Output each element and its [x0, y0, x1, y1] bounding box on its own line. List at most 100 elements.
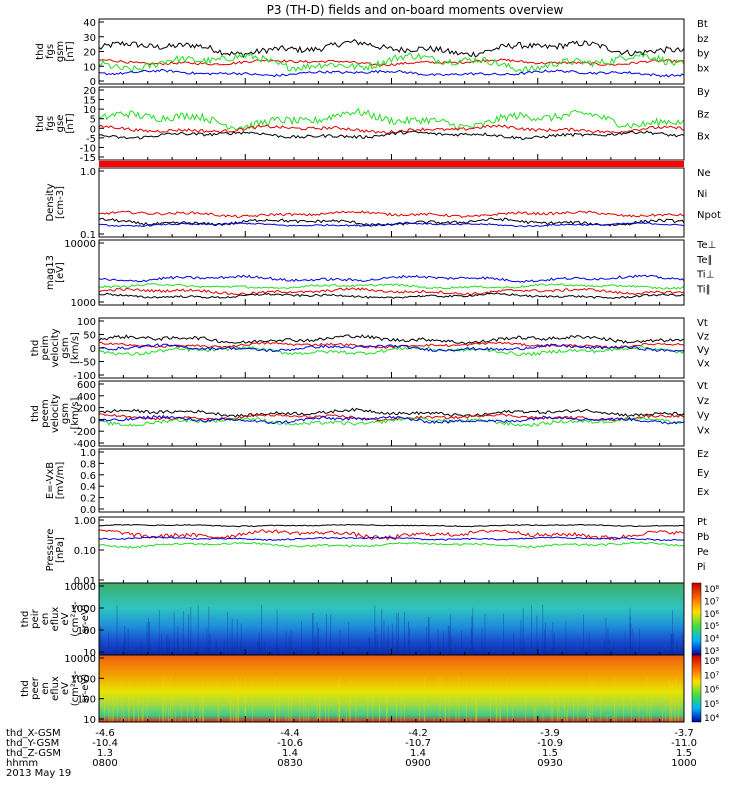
x-row-label: thd_Y-GSM: [6, 738, 59, 749]
colorbar-label: 10³: [704, 647, 719, 657]
y-tick-label: 1.0: [80, 448, 96, 459]
series-line-Ti∥: [98, 283, 685, 290]
y-axis-label: [cm-3]: [55, 186, 66, 219]
y-tick-label: 0: [90, 415, 96, 426]
y-tick-label: 20: [83, 48, 96, 59]
separator-bar: [99, 161, 684, 167]
legend-Bt: Bt: [697, 19, 708, 30]
x-row-value: -4.6: [95, 728, 115, 739]
y-axis-label: Density: [45, 183, 56, 221]
y-axis-label: (cm²-s-: [70, 670, 81, 706]
y-axis-label: thd: [20, 611, 31, 628]
legend-bz: bz: [697, 34, 709, 45]
colorbar: [691, 654, 702, 723]
x-row-value: -11.0: [671, 738, 697, 749]
spectrogram: [99, 655, 684, 722]
y-tick-label: 0.8: [80, 459, 96, 470]
y-axis-label: eflux: [50, 676, 61, 701]
colorbar-label: 10⁸: [704, 657, 719, 667]
y-tick-label: 10000: [64, 582, 96, 593]
series-line-Bt: [98, 38, 685, 59]
panel-10: 10⁸ 10⁷ 10⁶ 10⁵ 10⁴ 10000 1000 100 10 thd peer en ef…: [20, 654, 719, 726]
y-axis-label: velocity: [50, 328, 61, 367]
legend-Ni: Ni: [697, 189, 707, 200]
series-line-Vt: [98, 407, 685, 418]
panel-frame: [98, 448, 685, 513]
y-axis-label: thd: [35, 43, 46, 60]
y-axis-label: thd: [20, 680, 31, 697]
series-line-Pb: [98, 529, 685, 541]
series-line-Vx: [98, 343, 685, 353]
y-tick-label: 0: [90, 124, 96, 135]
series-line-Pi: [98, 536, 685, 542]
y-axis-label: peer: [30, 676, 41, 700]
x-axis-labels: thd_X-GSM -4.6 -4.4 -4.2 -3.9 -3.7 thd_Y-GSM -1…: [6, 728, 697, 779]
y-tick-label: 0.01: [74, 576, 96, 587]
x-row-value: 1.5: [542, 748, 558, 759]
x-row-value: 0830: [277, 758, 302, 769]
y-axis-label: E=-VxB: [45, 462, 56, 499]
y-tick-label: 50: [83, 331, 96, 342]
y-tick-label: 10000: [64, 654, 96, 665]
y-axis-label: (cm²-s-: [70, 601, 81, 637]
y-axis-label: eflux: [50, 607, 61, 632]
y-tick-label: 1000: [71, 674, 96, 685]
y-axis-label: eV: [60, 612, 71, 625]
colorbar-label: 10⁵: [704, 700, 719, 710]
y-tick-label: 0.1: [80, 230, 96, 241]
panel-frame: [98, 516, 685, 584]
x-row-value: -10.7: [405, 738, 431, 749]
series-line-bx: [98, 68, 685, 78]
y-tick-label: -400: [73, 439, 96, 450]
colorbar-label: 10⁴: [704, 714, 719, 724]
legend-Te∥: Te∥: [696, 255, 713, 266]
y-axis-label: gsm: [60, 337, 71, 358]
y-axis-label: en: [40, 682, 51, 695]
series-line-Ti⊥: [98, 274, 685, 283]
x-row-label: hhmm: [6, 758, 38, 769]
y-tick-label: 100: [77, 695, 96, 706]
y-tick-label: 0.6: [80, 471, 96, 482]
y-tick-label: 600: [77, 380, 96, 391]
y-axis-label: thd: [30, 340, 41, 357]
legend-Vz: Vz: [697, 396, 709, 407]
y-axis-label: thd: [30, 405, 41, 422]
figure-title: P3 (TH-D) fields and on-board moments ov…: [267, 3, 564, 17]
series-line-Vx: [98, 414, 685, 425]
y-tick-label: 10: [83, 62, 96, 73]
series-line-Vt: [98, 334, 685, 345]
legend-Te⊥: Te⊥: [696, 240, 716, 251]
y-tick-label: 5: [90, 115, 96, 126]
x-row-value: 1.4: [410, 748, 426, 759]
y-axis-label: gse: [55, 115, 66, 133]
y-axis-label: sr-eV): [80, 674, 91, 703]
legend-Ne: Ne: [697, 168, 711, 179]
y-tick-label: -50: [80, 358, 96, 369]
y-tick-label: -15: [80, 153, 96, 164]
series-line-Vz: [98, 341, 685, 349]
y-tick-label: 40: [83, 18, 96, 29]
series-line-By: [98, 107, 685, 131]
panel-5: Vt Vz Vy Vx 100 50 0 -50 -100 thd peim velocity gsm[…: [30, 317, 710, 382]
series-line-Pt: [98, 523, 685, 528]
x-row-value: 1.5: [676, 748, 692, 759]
legend-Pb: Pb: [697, 532, 709, 543]
legend-Ez: Ez: [697, 449, 709, 460]
colorbar-label: 10⁶: [704, 610, 719, 620]
y-tick-label: 10000: [64, 239, 96, 250]
colorbar-label: 10⁷: [704, 671, 719, 681]
series-line-Vz: [98, 413, 685, 422]
panel-7: Ez Ey Ex 1.00.80.60.40.20.0 E=-VxB [mV/m]: [45, 448, 709, 516]
y-axis-label: peim: [40, 335, 51, 360]
y-tick-label: 0.2: [80, 494, 96, 505]
y-tick-label: 10: [83, 648, 96, 659]
legend-By: By: [697, 87, 710, 98]
legend-Bz: Bz: [697, 109, 709, 120]
series-line-Ni: [98, 217, 685, 227]
y-axis-label: [eV]: [55, 262, 66, 283]
legend-Pi: Pi: [697, 562, 706, 573]
x-row-value: 1.3: [97, 748, 113, 759]
y-axis-label: gsm: [55, 41, 66, 62]
